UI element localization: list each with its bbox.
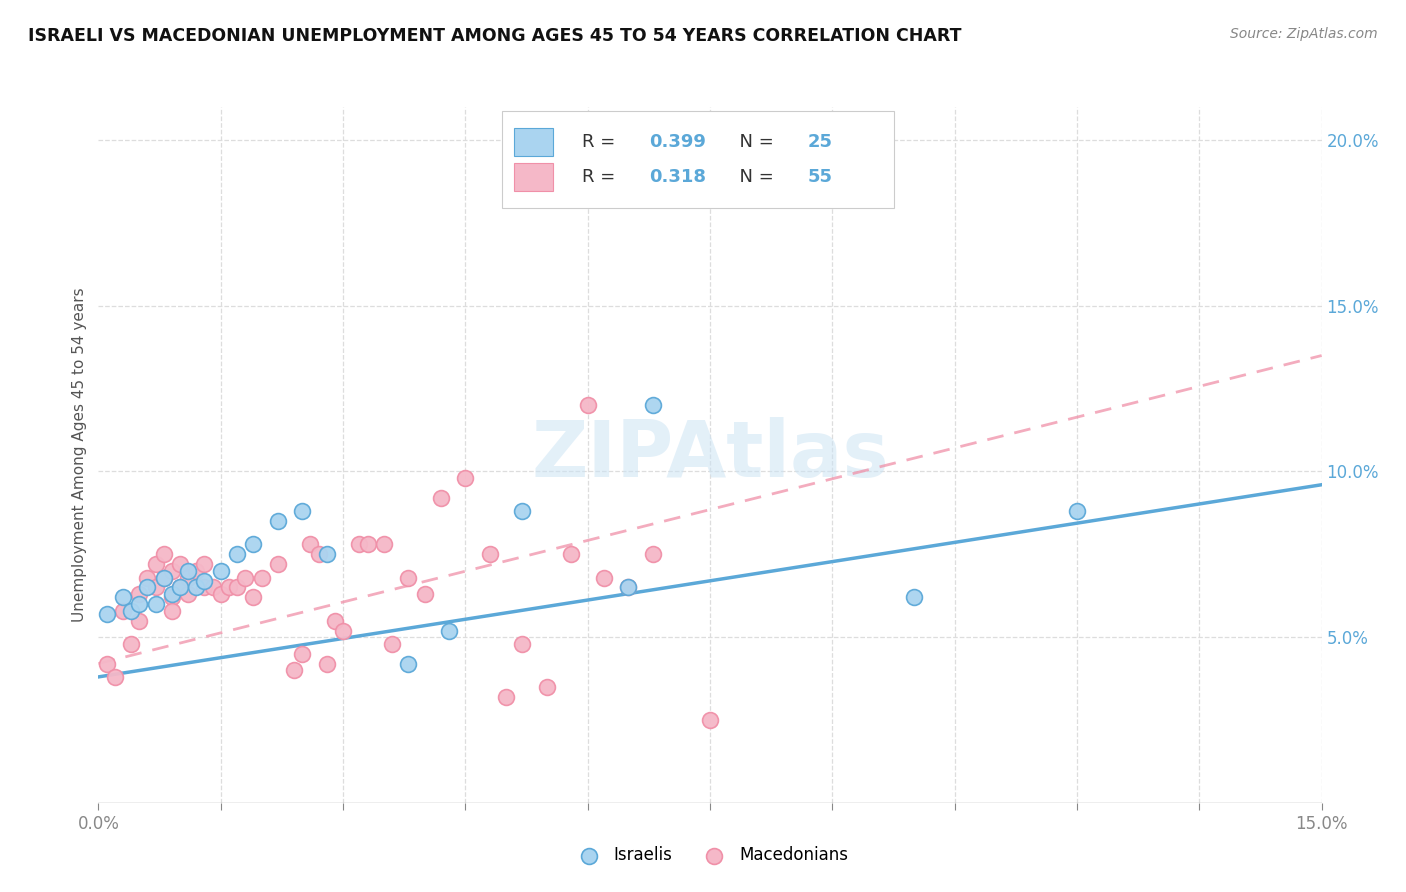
Point <box>641 398 664 412</box>
Text: N =: N = <box>728 133 780 151</box>
Point <box>233 570 256 584</box>
Point <box>177 570 200 584</box>
Point <box>617 581 640 595</box>
Point <box>160 604 183 618</box>
Point <box>193 558 215 572</box>
Point <box>454 471 477 485</box>
Point <box>396 570 419 584</box>
Point <box>283 663 305 677</box>
Point <box>780 166 803 180</box>
Point <box>111 591 134 605</box>
Point <box>226 547 249 561</box>
Point <box>177 564 200 578</box>
Point <box>267 558 290 572</box>
Point <box>356 537 378 551</box>
Point <box>120 637 142 651</box>
Point <box>373 537 395 551</box>
Text: 0.318: 0.318 <box>650 168 706 186</box>
Point <box>267 514 290 528</box>
Point <box>152 570 174 584</box>
Point <box>169 581 191 595</box>
Point <box>145 597 167 611</box>
Point <box>242 537 264 551</box>
Legend: Israelis, Macedonians: Israelis, Macedonians <box>565 839 855 871</box>
Point <box>160 587 183 601</box>
Point <box>512 504 534 518</box>
Point <box>136 581 159 595</box>
Point <box>104 670 127 684</box>
Point <box>152 547 174 561</box>
Text: R =: R = <box>582 133 620 151</box>
Point <box>128 597 150 611</box>
Point <box>96 607 118 621</box>
Point <box>323 614 346 628</box>
Point <box>903 591 925 605</box>
Point <box>111 604 134 618</box>
Point <box>299 537 322 551</box>
Point <box>96 657 118 671</box>
Text: 0.399: 0.399 <box>650 133 706 151</box>
FancyBboxPatch shape <box>515 128 554 156</box>
Point <box>209 564 232 578</box>
Point <box>193 581 215 595</box>
Text: ZIPAtlas: ZIPAtlas <box>531 417 889 493</box>
Text: N =: N = <box>728 168 780 186</box>
Y-axis label: Unemployment Among Ages 45 to 54 years: Unemployment Among Ages 45 to 54 years <box>72 287 87 623</box>
Point <box>512 637 534 651</box>
Point <box>437 624 460 638</box>
Point <box>120 604 142 618</box>
Point <box>593 570 616 584</box>
Text: Source: ZipAtlas.com: Source: ZipAtlas.com <box>1230 27 1378 41</box>
Point <box>226 581 249 595</box>
Point <box>128 614 150 628</box>
Point <box>128 587 150 601</box>
Point <box>478 547 501 561</box>
Point <box>145 581 167 595</box>
Point <box>291 504 314 518</box>
Point <box>291 647 314 661</box>
Point <box>536 680 558 694</box>
Text: R =: R = <box>582 168 620 186</box>
Point <box>617 581 640 595</box>
Point <box>332 624 354 638</box>
Point <box>160 591 183 605</box>
Point <box>495 690 517 704</box>
Point <box>152 570 174 584</box>
Point <box>186 564 208 578</box>
Text: 25: 25 <box>808 133 832 151</box>
Point <box>193 574 215 588</box>
Point <box>250 570 273 584</box>
Point <box>201 581 224 595</box>
Point <box>169 581 191 595</box>
Text: 55: 55 <box>808 168 832 186</box>
Point <box>242 591 264 605</box>
Point <box>349 537 371 551</box>
Point <box>413 587 436 601</box>
Point <box>169 558 191 572</box>
Point <box>315 547 337 561</box>
Point <box>381 637 404 651</box>
FancyBboxPatch shape <box>502 111 894 208</box>
Point <box>218 581 240 595</box>
Point <box>396 657 419 671</box>
Text: ISRAELI VS MACEDONIAN UNEMPLOYMENT AMONG AGES 45 TO 54 YEARS CORRELATION CHART: ISRAELI VS MACEDONIAN UNEMPLOYMENT AMONG… <box>28 27 962 45</box>
Point <box>1066 504 1088 518</box>
Point <box>136 570 159 584</box>
Point <box>430 491 453 505</box>
FancyBboxPatch shape <box>515 162 554 191</box>
Point <box>177 587 200 601</box>
Point <box>315 657 337 671</box>
Point <box>186 581 208 595</box>
Point <box>308 547 330 561</box>
Point <box>209 587 232 601</box>
Point <box>641 547 664 561</box>
Point <box>576 398 599 412</box>
Point <box>560 547 582 561</box>
Point <box>160 564 183 578</box>
Point <box>699 713 721 727</box>
Point <box>145 558 167 572</box>
